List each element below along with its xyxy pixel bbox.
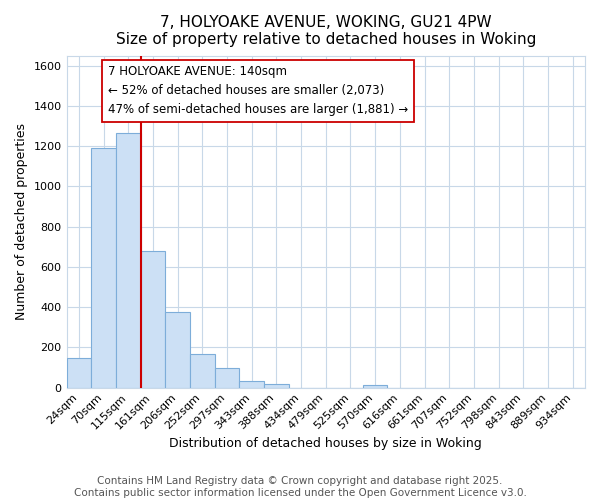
Bar — [116, 133, 140, 388]
Text: 7 HOLYOAKE AVENUE: 140sqm
← 52% of detached houses are smaller (2,073)
47% of se: 7 HOLYOAKE AVENUE: 140sqm ← 52% of detac… — [108, 66, 408, 116]
Title: 7, HOLYOAKE AVENUE, WOKING, GU21 4PW
Size of property relative to detached house: 7, HOLYOAKE AVENUE, WOKING, GU21 4PW Siz… — [116, 15, 536, 48]
Bar — [215, 368, 239, 388]
X-axis label: Distribution of detached houses by size in Woking: Distribution of detached houses by size … — [169, 437, 482, 450]
Bar — [67, 358, 91, 388]
Y-axis label: Number of detached properties: Number of detached properties — [15, 123, 28, 320]
Bar — [91, 148, 116, 388]
Bar — [363, 384, 388, 388]
Bar — [165, 312, 190, 388]
Bar — [239, 380, 264, 388]
Text: Contains HM Land Registry data © Crown copyright and database right 2025.
Contai: Contains HM Land Registry data © Crown c… — [74, 476, 526, 498]
Bar — [190, 354, 215, 388]
Bar — [264, 384, 289, 388]
Bar — [140, 250, 165, 388]
